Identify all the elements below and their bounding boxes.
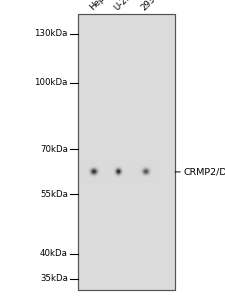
Text: CRMP2/DPYSL2: CRMP2/DPYSL2 (174, 167, 225, 176)
Text: 100kDa: 100kDa (34, 78, 68, 87)
Text: 55kDa: 55kDa (40, 190, 68, 199)
Bar (78, 14, 174, 290)
Text: 40kDa: 40kDa (40, 249, 68, 258)
Bar (78, 14, 174, 290)
Text: 293T: 293T (139, 0, 160, 12)
Text: U-251MG: U-251MG (112, 0, 146, 12)
Text: 70kDa: 70kDa (40, 145, 68, 154)
Text: HepG2: HepG2 (87, 0, 114, 12)
Text: 130kDa: 130kDa (34, 29, 68, 38)
Text: 35kDa: 35kDa (40, 274, 68, 283)
